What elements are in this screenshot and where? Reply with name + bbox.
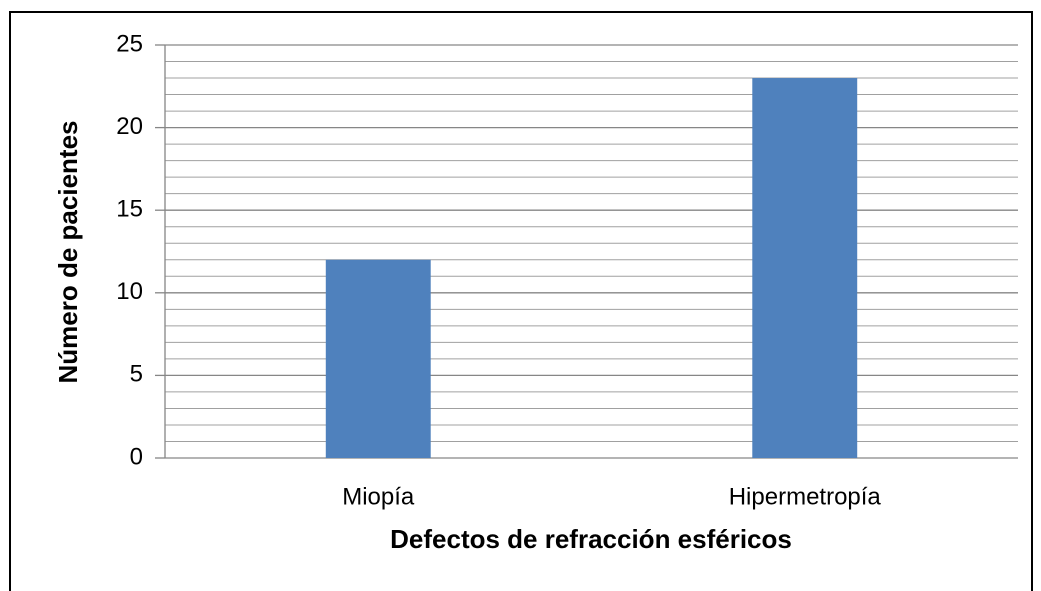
y-tick-label: 25 <box>116 30 143 57</box>
bar <box>752 78 858 458</box>
x-tick-label: Miopía <box>342 483 415 510</box>
y-tick-label: 10 <box>116 278 143 305</box>
y-axis-title: Número de pacientes <box>53 121 83 384</box>
y-tick-label: 0 <box>130 443 143 470</box>
y-tick-label: 15 <box>116 196 143 223</box>
x-tick-label: Hipermetropía <box>729 483 882 510</box>
y-tick-label: 5 <box>130 361 143 388</box>
y-tick-label: 20 <box>116 113 143 140</box>
chart-frame <box>9 11 1033 591</box>
bar <box>325 259 431 458</box>
x-axis-title: Defectos de refracción esféricos <box>390 524 792 554</box>
